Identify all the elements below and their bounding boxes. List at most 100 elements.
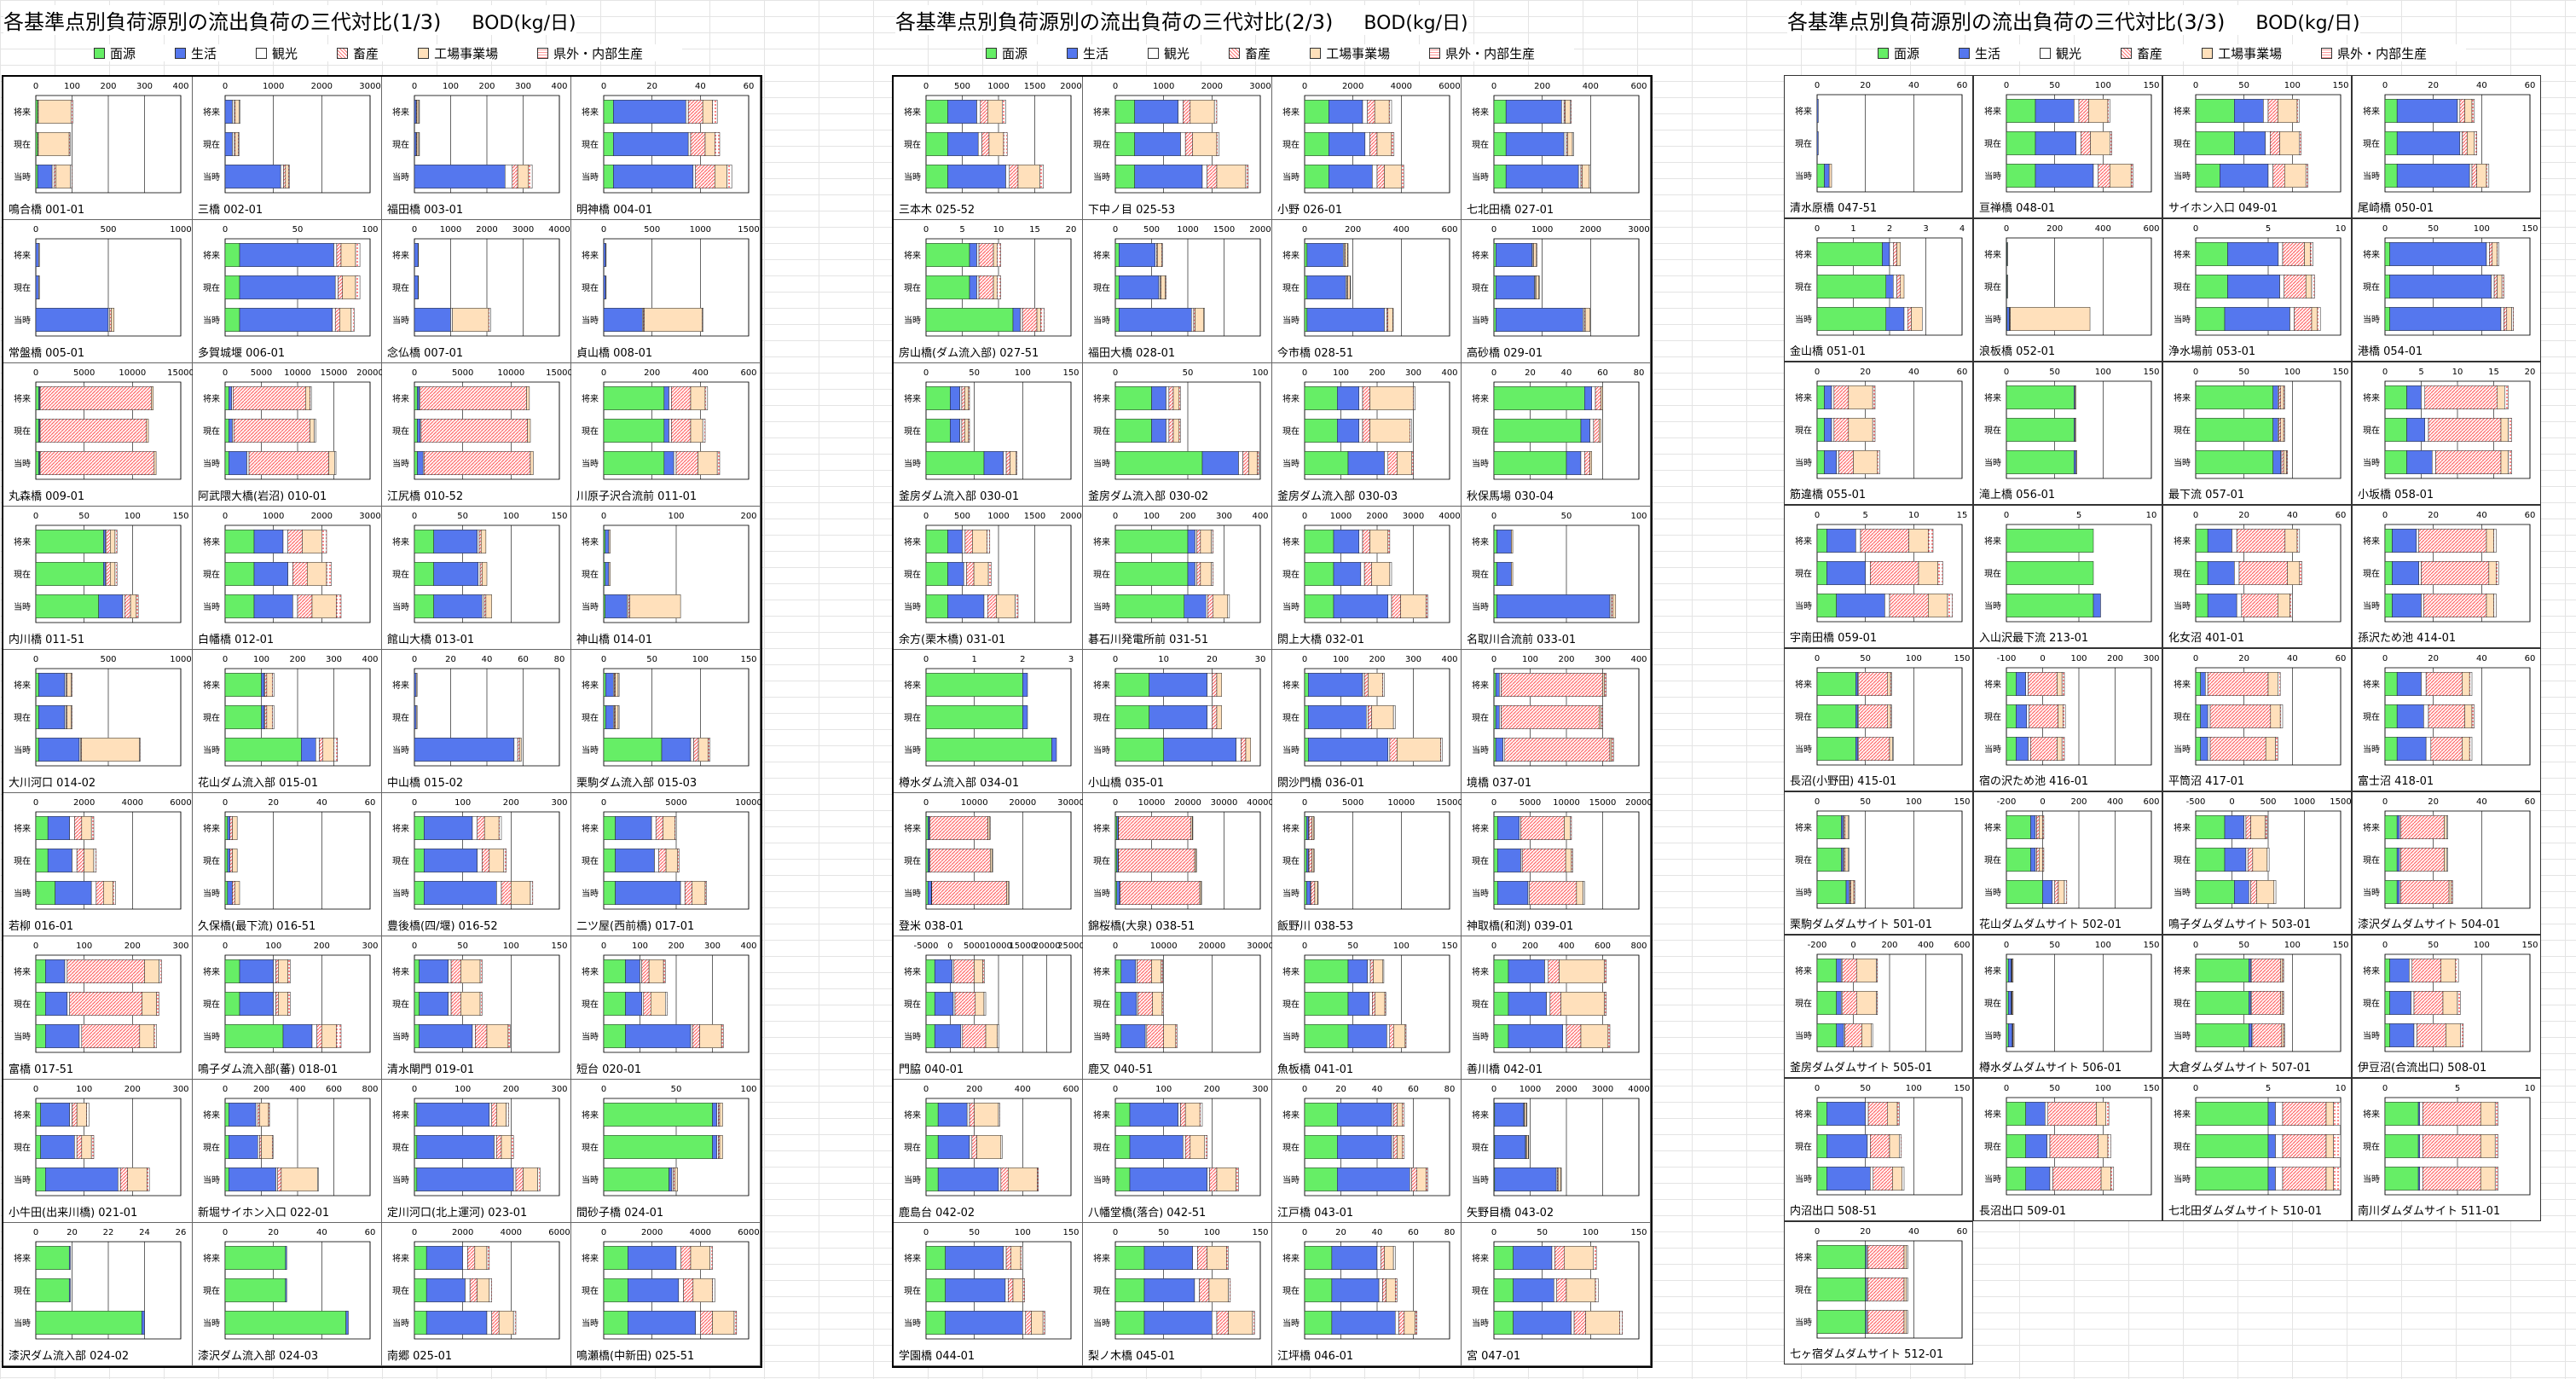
tick-label: 400 [2095, 224, 2111, 234]
bar-segment [1387, 530, 1391, 553]
bar-segment [2006, 1023, 2009, 1047]
bar-segment [628, 594, 630, 618]
tick-label: 0 [1815, 368, 1820, 377]
tick-label: 1000 [170, 225, 191, 235]
bar-segment [488, 308, 491, 332]
bar-segment [232, 100, 235, 124]
chart-label: 平筒沼 417-01 [2168, 775, 2245, 788]
bar-segment [1402, 1103, 1405, 1127]
chart-label: 丸森橋 009-01 [9, 490, 85, 503]
tick-label: 300 [551, 798, 567, 808]
bar-segment [76, 1135, 83, 1159]
bar-segment [419, 992, 449, 1016]
bar-segment [1867, 1245, 1905, 1269]
bar-segment [414, 673, 417, 697]
bar-segment [2424, 418, 2429, 442]
legend-label: 畜産 [2137, 45, 2163, 61]
bar-segment [1184, 594, 1207, 618]
row-label: 現在 [904, 140, 921, 150]
bar-segment [603, 562, 605, 586]
bar-segment [1119, 308, 1192, 332]
row-label: 当時 [582, 1031, 599, 1042]
chart-label: 樽水ダムダムサイト 506-01 [1979, 1062, 2122, 1075]
row-label: 現在 [14, 426, 31, 437]
bar-segment [1607, 1024, 1611, 1048]
bar-segment [1382, 959, 1385, 983]
bar-segment [328, 451, 335, 475]
bar-segment [224, 673, 262, 697]
bar-segment [2396, 131, 2461, 155]
row-label: 当時 [1984, 314, 2001, 325]
bar-segment [2207, 561, 2235, 585]
tick-label: 5 [2455, 1084, 2460, 1093]
bar-segment [2384, 1023, 2390, 1047]
bar-segment [1816, 1278, 1866, 1301]
chart-cell: 0 50 100 150 将来 現在 当時 梨ノ木橋 045-01 [1083, 1223, 1272, 1366]
bar-segment [1347, 451, 1385, 475]
tick-label: 0 [1113, 655, 1118, 664]
bar-segment [414, 849, 425, 872]
bar-segment [301, 738, 316, 762]
tick-label: 0 [2382, 81, 2388, 90]
bar-segment [1391, 1103, 1394, 1127]
bar-segment [1494, 1168, 1557, 1191]
bar-segment [1387, 308, 1393, 332]
tick-label: 400 [289, 1085, 305, 1094]
row-label: 将来 [392, 251, 409, 261]
tick-label: 10 [2336, 224, 2347, 234]
tick-label: 1000 [1330, 512, 1352, 521]
bar-segment [2448, 880, 2452, 904]
legend-item: 県外・内部生産 [1429, 44, 1535, 61]
bar-segment [338, 275, 343, 299]
tick-label: 60 [2336, 511, 2347, 520]
bar-segment [238, 132, 240, 156]
bar-segment [1571, 849, 1573, 872]
tick-label: 50 [2428, 941, 2439, 950]
row-label: 現在 [582, 283, 599, 293]
bar-segment [278, 992, 288, 1016]
bar-segment [1536, 275, 1539, 299]
chart-label: 余方(栗木橋) 031-01 [899, 634, 1006, 646]
tick-label: 100 [1252, 368, 1268, 378]
tick-label: 4000 [1439, 512, 1460, 521]
bar-segment [716, 451, 721, 475]
bar-segment [2267, 672, 2278, 696]
bar-segment [278, 959, 288, 983]
chart-cell: 0 50 100 将来 現在 当時 多賀城堰 006-01 [193, 220, 382, 363]
tick-label: 50 [1860, 797, 1871, 807]
bar-segment [311, 1024, 317, 1048]
bar-segment [2459, 131, 2463, 155]
bar-segment [2464, 99, 2473, 123]
bar-segment [523, 1168, 538, 1191]
bar-segment [1197, 1246, 1207, 1270]
bar-segment [1114, 1246, 1145, 1270]
bar-segment [953, 959, 975, 983]
row-label: 当時 [1984, 744, 2001, 755]
bar-segment [232, 132, 235, 156]
row-label: 将来 [2174, 393, 2191, 403]
chart-cell: 0 200 400 600 将来 現在 当時 浪板橋 052-01 [1973, 218, 2162, 362]
tick-label: 0 [1302, 1228, 1307, 1237]
bar-segment [603, 849, 616, 872]
row-label: 当時 [1472, 601, 1489, 612]
bar-segment [1841, 815, 1844, 839]
tick-label: 0 [1302, 368, 1307, 378]
bar-segment [925, 530, 948, 553]
chart-cell: 0 2000 4000 6000 将来 現在 当時 鳴瀬橋(中新田) 025-51 [571, 1223, 761, 1366]
bar-segment [35, 959, 46, 983]
chart-label: 富士沼 418-01 [2358, 775, 2434, 788]
bar-segment [1584, 386, 1592, 410]
bar-segment [414, 1246, 427, 1270]
tick-label: 60 [2525, 511, 2536, 520]
tick-label: 0 [1491, 82, 1496, 91]
bar-segment [1118, 849, 1195, 872]
bar-segment [1493, 594, 1497, 618]
tick-label: 80 [554, 655, 565, 664]
bar-segment [1012, 308, 1021, 332]
bar-segment [1426, 1168, 1428, 1191]
tick-label: 100 [1906, 1084, 1922, 1093]
